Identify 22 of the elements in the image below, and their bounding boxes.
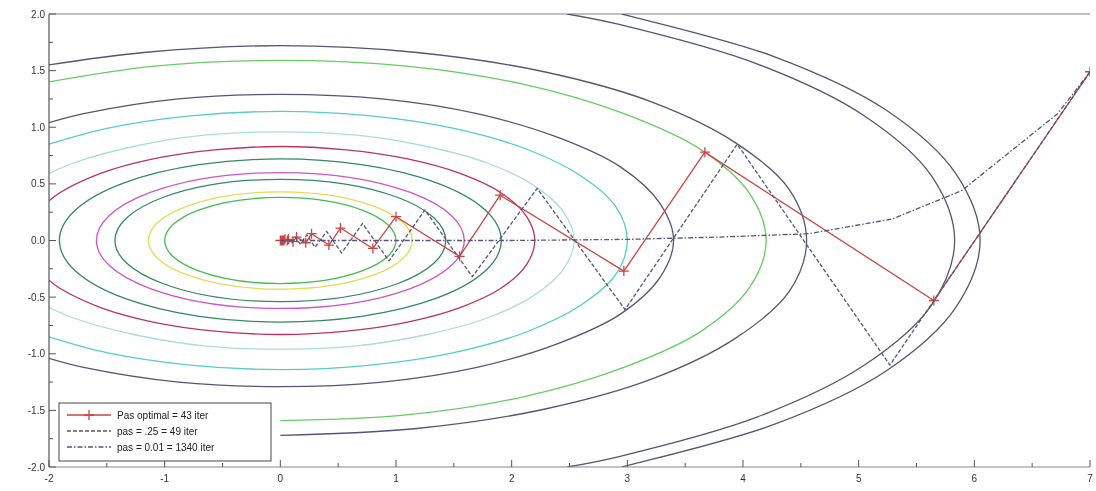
y-tick-label: -2.0 [27, 461, 46, 473]
y-tick-label: 1.5 [31, 65, 46, 77]
x-tick-label: 7 [1087, 473, 1094, 484]
x-tick-label: 1 [393, 473, 400, 484]
y-tick-label: -1.5 [27, 404, 46, 416]
y-tick-label: 0.0 [31, 235, 46, 246]
x-tick-label: 5 [855, 473, 862, 484]
x-tick-label: 0 [277, 473, 284, 484]
legend-label: pas = .25 = 49 iter [117, 425, 199, 437]
x-tick-label: 2 [508, 473, 515, 484]
legend-label: pas = 0.01 = 1340 iter [117, 441, 215, 453]
x-tick-label: 4 [740, 473, 747, 484]
x-tick-label: 3 [624, 473, 631, 484]
legend-label: Pas optimal = 43 iter [117, 409, 210, 421]
x-tick-label: -2 [44, 473, 54, 484]
y-tick-label: -0.5 [27, 291, 46, 303]
x-tick-label: 6 [971, 473, 978, 484]
y-tick-label: 2.0 [31, 8, 46, 20]
x-tick-label: -1 [160, 473, 170, 484]
y-tick-label: 1.0 [31, 121, 46, 133]
y-tick-label: 0.5 [31, 178, 46, 190]
y-tick-label: -1.0 [27, 348, 46, 360]
